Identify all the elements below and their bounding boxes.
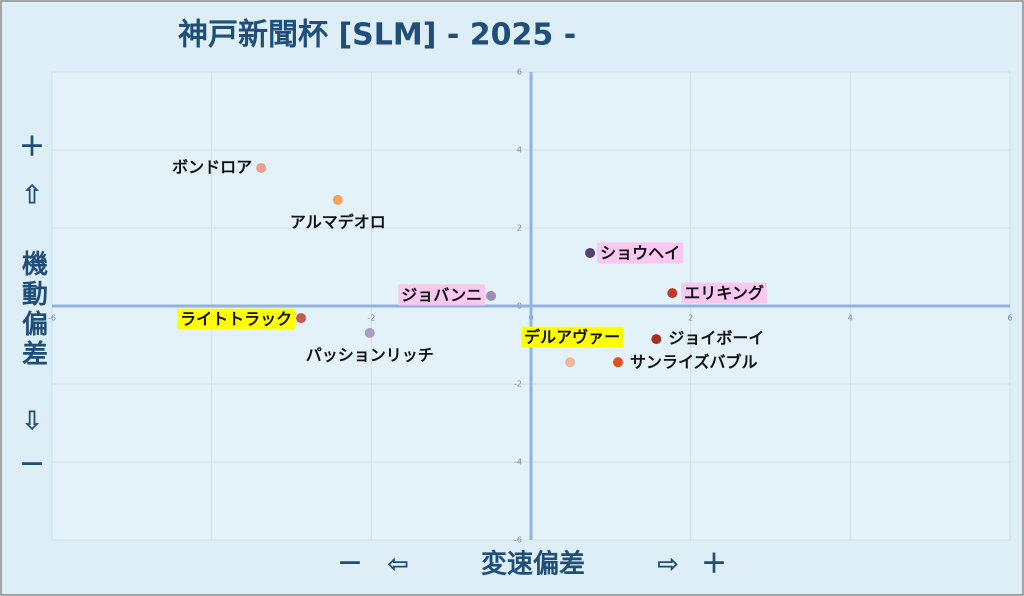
point (332, 194, 343, 205)
x-tick-label: 2 (688, 314, 693, 323)
x-tick-label: -6 (48, 314, 56, 323)
point-label: ライトトラック (180, 310, 292, 329)
point-group: アルマデオロ (290, 194, 386, 231)
x-decor: ＋ (701, 550, 727, 580)
point (651, 334, 662, 345)
point-group: ライトトラック (177, 308, 307, 330)
y-axis-label: 機動偏差 (18, 250, 48, 370)
y-tick-label: 6 (517, 68, 522, 77)
point-label: デルアヴァー (524, 328, 620, 347)
y-tick-label: -6 (514, 536, 522, 545)
y-tick-label: -4 (514, 458, 522, 467)
point-label: ショウヘイ (600, 243, 680, 262)
chart-title: 神戸新聞杯 [SLM] - 2025 - (178, 18, 576, 53)
point-label: ジョイボーイ (668, 329, 764, 348)
label-highlight (177, 308, 296, 330)
y-tick-label: 4 (517, 146, 522, 155)
x-tick-label: 6 (1007, 314, 1012, 323)
point (565, 357, 576, 368)
x-decor: ⇨ (657, 550, 679, 580)
y-decor: ＋ (19, 133, 45, 163)
point-label: エリキング (684, 284, 764, 303)
label-highlight (681, 282, 767, 304)
y-decor: ⇧ (21, 181, 43, 211)
x-decor: － (337, 550, 363, 580)
point-label: サンライズバブル (630, 353, 758, 372)
point-group: パッションリッチ (306, 327, 434, 364)
point (613, 357, 624, 368)
point (585, 247, 596, 258)
point (486, 290, 497, 301)
label-highlight (398, 284, 486, 306)
point-group: ジョイボーイ (651, 329, 764, 348)
point-group: ショウヘイ (585, 242, 684, 264)
x-tick-label: -2 (367, 314, 375, 323)
y-decor: ⇩ (21, 407, 43, 437)
point-label: アルマデオロ (290, 212, 386, 231)
point (296, 313, 307, 324)
point-group: サンライズバブル (613, 353, 758, 372)
point-group: エリキング (667, 282, 767, 304)
point-group: ボンドロア (172, 157, 267, 176)
point-label: ボンドロア (172, 157, 252, 176)
point (364, 327, 375, 338)
point-group: ジョバンニ (398, 284, 497, 306)
x-tick-label: 4 (848, 314, 853, 323)
y-decor: － (19, 451, 45, 481)
label-highlight (521, 326, 624, 348)
point (256, 162, 267, 173)
y-tick-label: -2 (514, 380, 522, 389)
point-group: デルアヴァー (521, 326, 624, 368)
point (667, 288, 678, 299)
point-label: パッションリッチ (306, 345, 434, 364)
x-axis-label: 変速偏差 (481, 549, 585, 580)
x-decor: ⇦ (387, 550, 409, 580)
y-tick-label: 2 (517, 224, 522, 233)
label-highlight (597, 242, 684, 264)
point-label: ジョバンニ (401, 285, 482, 304)
